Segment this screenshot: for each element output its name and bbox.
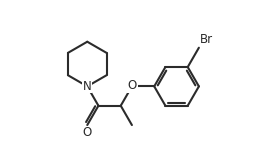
Text: N: N <box>83 80 92 93</box>
Text: Br: Br <box>200 33 213 46</box>
Text: O: O <box>128 79 137 92</box>
Text: O: O <box>83 126 92 139</box>
